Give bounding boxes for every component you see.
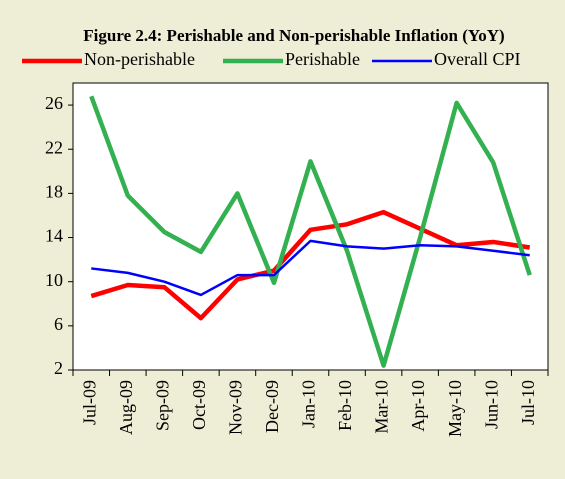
x-tick-label: Jul-09 <box>79 380 99 425</box>
legend-label: Overall CPI <box>434 49 520 69</box>
x-tick-label: Mar-10 <box>372 380 392 434</box>
x-tick-label: Nov-09 <box>226 380 246 435</box>
x-tick-label: Jan-10 <box>299 380 319 428</box>
x-tick-label: May-10 <box>445 380 465 437</box>
chart-title: Figure 2.4: Perishable and Non-perishabl… <box>83 26 504 45</box>
x-tick-label: Feb-10 <box>335 380 355 431</box>
y-tick-label: 10 <box>45 270 63 290</box>
y-tick-label: 22 <box>45 137 63 157</box>
x-tick-label: Jun-10 <box>481 380 501 429</box>
x-tick-label: Jul-10 <box>518 380 538 425</box>
x-tick-label: Dec-09 <box>262 380 282 433</box>
y-tick-label: 2 <box>54 358 63 378</box>
x-tick-label: Aug-09 <box>116 380 136 435</box>
legend-label: Non-perishable <box>84 49 195 69</box>
line-series <box>89 95 532 368</box>
line-series <box>91 239 530 297</box>
y-tick-label: 14 <box>45 226 63 246</box>
x-tick-label: Sep-09 <box>152 380 172 431</box>
x-tick-label: Apr-10 <box>408 380 428 432</box>
y-tick-label: 6 <box>54 314 63 334</box>
y-tick-label: 18 <box>45 182 63 202</box>
legend-label: Perishable <box>285 49 360 69</box>
plot-area <box>72 82 549 371</box>
x-tick-label: Oct-09 <box>189 380 209 430</box>
y-tick-label: 26 <box>45 93 63 113</box>
